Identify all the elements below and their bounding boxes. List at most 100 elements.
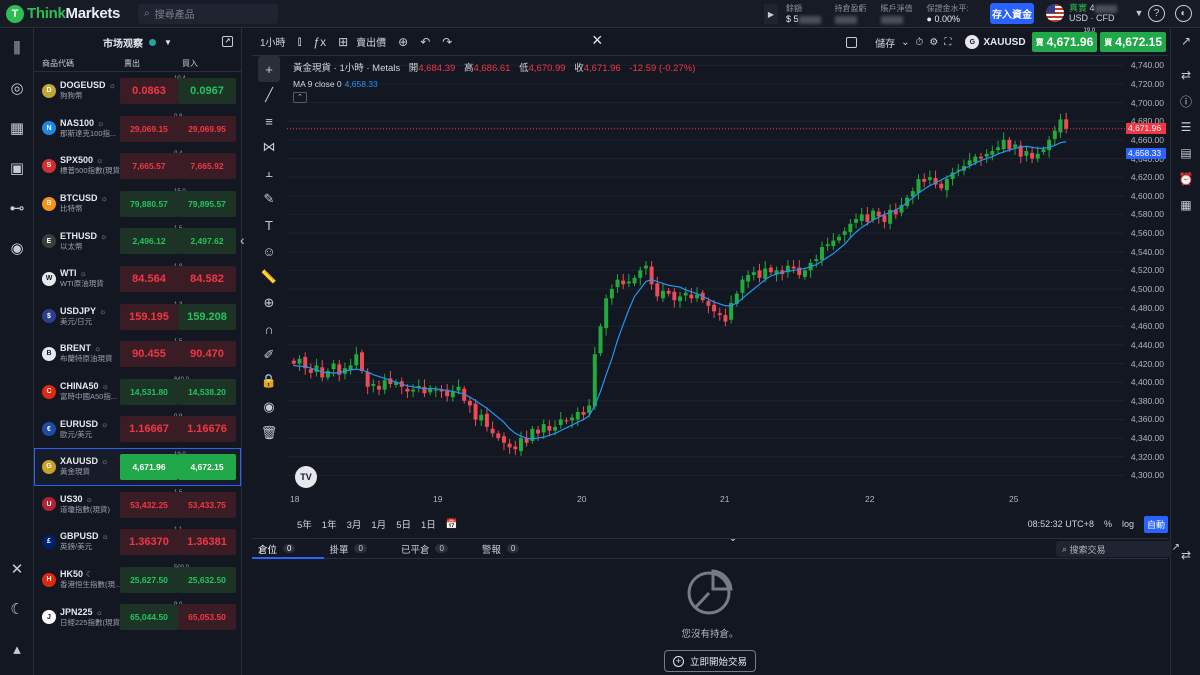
time-axis[interactable]: 18 19 20 21 22 25 (287, 494, 1167, 510)
buy-price-button[interactable]: 1.36381 (178, 529, 236, 556)
lock-drawing-icon[interactable]: ✐ (263, 347, 275, 362)
fullscreen-square-icon[interactable] (846, 36, 858, 48)
calendar-icon[interactable]: ▦ (9, 120, 25, 137)
bottom-tab[interactable]: 掛單 0 (329, 542, 367, 556)
layout-icon[interactable]: ⊞ (338, 34, 349, 49)
sell-price-button[interactable]: 1.16667 (120, 416, 178, 443)
bottom-tab[interactable]: 已平倉 0 (401, 542, 448, 556)
redo-icon[interactable]: ↷ (442, 34, 453, 49)
buy-price-button[interactable]: 1.16676 (178, 416, 236, 443)
legend-collapse-icon[interactable]: ⌃ (293, 92, 307, 103)
account-switcher[interactable]: 真實 4 USD · CFD ▼ (1046, 3, 1143, 23)
lock-icon[interactable]: 🔒 (260, 373, 278, 388)
sell-price-button[interactable]: 14,531.80 (120, 378, 178, 405)
alert-icon[interactable]: ⏱ (915, 36, 924, 48)
pattern-icon[interactable]: ⋈ (262, 139, 276, 154)
sell-price-button[interactable]: 1.36370 (120, 529, 178, 556)
sell-price-button[interactable]: 53,432.25 (120, 491, 178, 518)
sell-button[interactable]: 賣 4,671.96 19.0 (1031, 28, 1098, 52)
candle-style-icon[interactable]: ⫾ (297, 34, 302, 48)
price-side-select[interactable]: 賣出價 (356, 38, 387, 49)
add-icon[interactable]: ⊕ (398, 34, 409, 49)
crosshair-icon[interactable]: + (258, 56, 280, 82)
ruler-icon[interactable]: 📏 (260, 269, 278, 284)
date-range-icon[interactable]: 📅 (445, 518, 458, 530)
indicators-icon[interactable]: ƒx (313, 34, 327, 49)
buy-price-button[interactable]: 4,672.15 (178, 453, 236, 480)
buy-price-button[interactable]: 14,538.20 (178, 378, 236, 405)
watchlist-row[interactable]: CCHINA50☼富時中國A50指...640.014,531.8014,538… (34, 373, 241, 411)
dumbbell-icon[interactable]: ⊷ (9, 200, 25, 217)
range-button[interactable]: 1日 (420, 520, 436, 531)
brush-icon[interactable]: ✎ (263, 191, 275, 206)
percent-toggle[interactable]: % (1103, 519, 1112, 529)
bottom-tab[interactable]: 警報 0 (482, 542, 520, 556)
trade-search-input[interactable]: ⌕ 搜索交易 (1056, 541, 1172, 557)
emoji-icon[interactable]: ☺ (262, 243, 276, 259)
sell-price-button[interactable]: 0.0863 (120, 78, 178, 104)
sell-price-button[interactable]: 7,665.57 (120, 153, 178, 180)
auto-toggle[interactable]: 自動 (1143, 515, 1168, 533)
fullscreen-icon[interactable]: ⛶ (944, 36, 952, 48)
orders-icon[interactable]: ▤ (1180, 146, 1192, 160)
trend-line-icon[interactable]: ╱ (265, 87, 273, 102)
buy-price-button[interactable]: 0.0967 (178, 78, 236, 104)
buy-price-button[interactable]: 159.208 (178, 303, 236, 330)
location-icon[interactable]: ◉ (10, 240, 24, 257)
alarm-icon[interactable]: ⏰ (1178, 172, 1194, 186)
globe-icon[interactable]: ◎ (10, 80, 24, 97)
projection-icon[interactable]: ⫠ (265, 165, 273, 180)
expand-bottom-icon[interactable]: ⌄ (728, 530, 739, 544)
money-icon[interactable]: ▣ (9, 160, 25, 177)
brand-logo[interactable]: T ThinkMarkets (6, 4, 126, 23)
fib-icon[interactable]: ≡ (265, 113, 273, 129)
bottom-tab[interactable]: 倉位 0 (258, 542, 296, 556)
start-trading-button[interactable]: + 立即開始交易 (664, 650, 756, 672)
buy-price-button[interactable]: 84.582 (178, 265, 236, 292)
range-button[interactable]: 5年 (297, 520, 312, 531)
log-toggle[interactable]: log (1121, 519, 1134, 529)
swap-icon[interactable]: ⇄ (1180, 68, 1192, 82)
close-icon[interactable]: × (592, 30, 603, 50)
sell-price-button[interactable]: 79,880.57 (120, 190, 178, 217)
info-icon[interactable]: ⓘ (1179, 94, 1192, 109)
buy-price-button[interactable]: 7,665.92 (178, 153, 236, 180)
buy-price-button[interactable]: 29,069.95 (178, 115, 236, 142)
sell-price-button[interactable]: 159.195 (120, 303, 178, 330)
external-link-icon[interactable]: ↗ (1180, 34, 1192, 48)
sell-price-button[interactable]: 4,671.96 (120, 453, 178, 480)
chevron-down-icon[interactable]: ⌄ (901, 36, 910, 48)
magnet-icon[interactable]: ∩ (264, 321, 274, 337)
expand-account-icon[interactable]: ▶ (764, 4, 778, 24)
save-button[interactable]: 儲存 (875, 38, 896, 50)
zoom-icon[interactable]: ⊕ (263, 295, 275, 310)
help-icon[interactable]: ? (1148, 5, 1165, 22)
watchlist-header[interactable]: 市场观察 ▼ ↗ (34, 28, 241, 56)
eye-icon[interactable]: ◉ (263, 399, 275, 414)
product-search-input[interactable]: ⌕ 搜尋產品 (138, 3, 278, 24)
tools-icon[interactable]: ✕ (10, 561, 24, 578)
calculator-icon[interactable]: ▦ (1180, 198, 1192, 212)
chat-icon[interactable]: ▴ (13, 641, 21, 658)
sell-price-button[interactable]: 25,627.50 (120, 566, 178, 593)
expand-icon[interactable]: ↗ (222, 36, 233, 47)
swap-bottom-icon[interactable]: ⇄ (1180, 548, 1192, 562)
buy-price-button[interactable]: 79,895.57 (178, 190, 236, 217)
sell-price-button[interactable]: 65,044.50 (120, 604, 178, 631)
interval-select[interactable]: 1小時 (260, 38, 286, 49)
collapse-panel-icon[interactable]: ‹ (240, 232, 245, 248)
sell-price-button[interactable]: 29,069.15 (120, 115, 178, 142)
settings-icon[interactable]: ⚙ (929, 36, 939, 48)
